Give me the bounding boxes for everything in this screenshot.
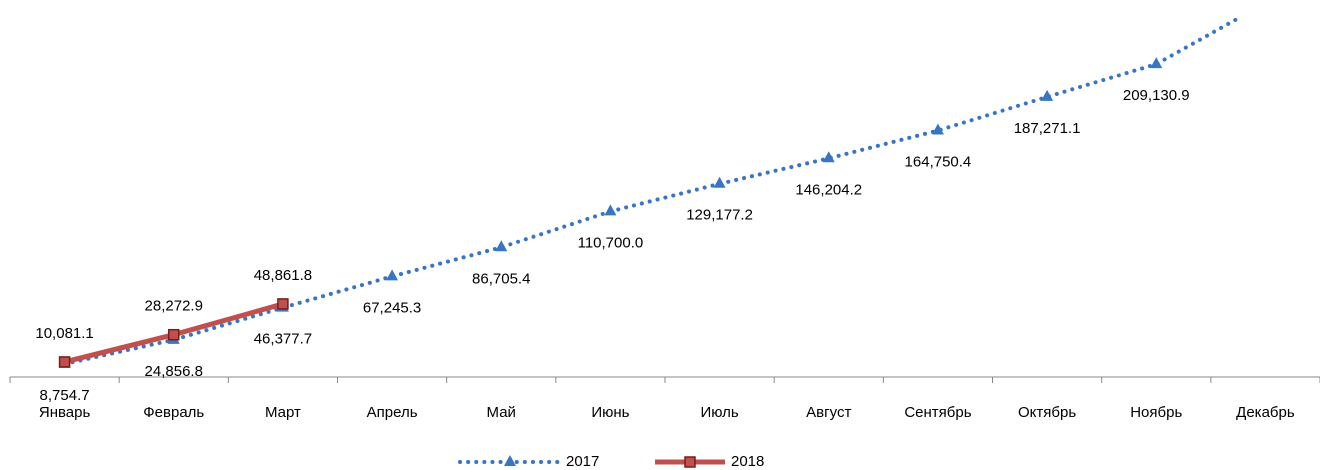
point	[1041, 89, 1054, 101]
x-tick-label: Март	[265, 404, 301, 421]
point	[1150, 57, 1163, 69]
x-tick-label: Ноябрь	[1130, 404, 1182, 421]
point	[822, 151, 835, 163]
point	[604, 204, 617, 216]
point	[58, 356, 71, 368]
legend-label: 2018	[731, 453, 764, 470]
x-tick-label: Август	[806, 404, 851, 421]
data-label: 48,861.8	[254, 267, 312, 284]
point	[386, 269, 399, 281]
data-label: 187,271.1	[1014, 120, 1081, 137]
x-tick-label: Февраль	[143, 404, 204, 421]
legend-marker	[504, 455, 516, 466]
data-label: 164,750.4	[905, 154, 972, 171]
data-label: 8,754.7	[40, 387, 90, 404]
point	[713, 176, 726, 188]
point	[277, 298, 289, 310]
point	[931, 123, 944, 135]
point	[495, 240, 508, 252]
x-tick-label: Апрель	[367, 404, 418, 421]
data-label: 209,130.9	[1123, 87, 1190, 104]
data-label: 24,856.8	[145, 363, 203, 380]
plot-area	[58, 0, 1271, 368]
data-label: 110,700.0	[578, 234, 644, 251]
point	[168, 328, 180, 341]
x-tick-label: Октябрь	[1018, 404, 1076, 421]
x-tick-label: Сентябрь	[904, 404, 971, 421]
x-tick-label: Декабрь	[1236, 404, 1295, 421]
x-tick-label: Январь	[39, 404, 91, 421]
point	[1259, 0, 1271, 7]
x-tick-label: Июнь	[591, 404, 629, 421]
data-label: 46,377.7	[254, 331, 312, 348]
data-label: 86,705.4	[472, 270, 530, 287]
data-label: 67,245.3	[363, 299, 421, 316]
legend-marker	[684, 456, 696, 468]
data-label: 146,204.2	[795, 181, 862, 198]
data-label: 28,272.9	[145, 298, 203, 315]
legend-label: 2017	[566, 453, 599, 470]
x-tick-label: Июль	[700, 404, 738, 421]
data-label: 129,177.2	[686, 207, 753, 224]
data-label: 10,081.1	[35, 325, 93, 342]
series-line	[62, 18, 1243, 366]
x-tick-label: Май	[487, 404, 516, 421]
